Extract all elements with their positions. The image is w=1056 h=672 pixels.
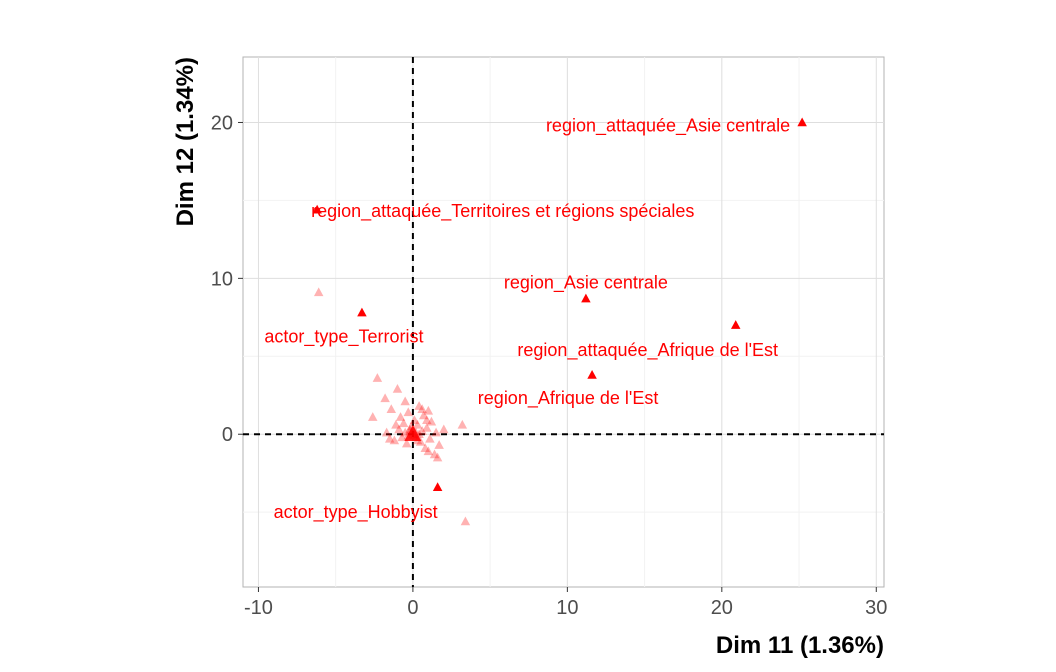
- point-marker: [426, 416, 437, 426]
- point-marker: [389, 435, 400, 445]
- point-marker: [367, 412, 378, 421]
- x-tick-label: -10: [244, 597, 273, 619]
- points: [312, 117, 807, 526]
- point-marker: [397, 432, 407, 442]
- y-axis-title: Dim 12 (1.34%): [172, 57, 199, 226]
- point-marker: [420, 443, 431, 453]
- labeled-point-marker: [357, 307, 367, 317]
- point-marker: [460, 516, 471, 526]
- x-tick-label: 0: [407, 597, 418, 619]
- point-marker: [398, 418, 409, 428]
- point-marker: [414, 401, 424, 410]
- point-marker-origin-cluster: [404, 425, 422, 441]
- point-marker: [400, 396, 410, 406]
- y-tick-label: 0: [222, 424, 233, 446]
- x-tick-label: 10: [556, 597, 578, 619]
- y-tick-label: 10: [211, 268, 233, 290]
- point-marker: [395, 412, 406, 421]
- point-marker: [372, 373, 383, 382]
- point-label: region_attaquée_Territoires et régions s…: [311, 201, 694, 222]
- point-marker: [400, 427, 410, 437]
- point-marker: [403, 407, 414, 417]
- x-tick-label: 20: [711, 597, 733, 619]
- point-label: region_Afrique de l'Est: [478, 388, 659, 409]
- point-marker: [381, 427, 392, 437]
- point-marker: [434, 440, 444, 449]
- point-marker: [423, 446, 434, 456]
- point-marker: [423, 405, 434, 415]
- point-label: actor_type_Hobbyist: [274, 502, 438, 523]
- point-marker: [394, 424, 404, 434]
- labeled-point-marker: [312, 204, 322, 214]
- plot-panel: [242, 56, 885, 588]
- point-label: region_attaquée_Asie centrale: [546, 115, 790, 136]
- x-axis-title: Dim 11 (1.36%): [716, 632, 884, 659]
- x-axis-ticks: -10 0 10 20 30: [244, 587, 887, 619]
- point-marker: [392, 384, 403, 393]
- point-marker: [401, 438, 412, 448]
- point-marker: [425, 433, 435, 443]
- point-marker: [415, 437, 426, 446]
- point-marker: [313, 287, 324, 297]
- point-marker: [391, 419, 401, 429]
- point-marker: [431, 427, 441, 437]
- point-marker: [417, 426, 427, 435]
- point-marker: [422, 415, 432, 424]
- reference-lines: [243, 57, 884, 587]
- point-label: region_Asie centrale: [504, 273, 668, 294]
- labeled-point-marker: [730, 320, 741, 329]
- labeled-point-marker: [587, 370, 597, 379]
- point-marker: [432, 452, 443, 462]
- point-label: actor_type_Terrorist: [264, 327, 423, 348]
- point-marker: [417, 404, 427, 414]
- labeled-point-marker: [797, 117, 807, 127]
- point-marker: [422, 423, 432, 432]
- point-marker: [457, 419, 468, 429]
- point-marker: [384, 433, 395, 443]
- point-marker: [386, 404, 397, 414]
- point-marker: [412, 419, 423, 429]
- point-marker: [418, 410, 429, 420]
- y-axis-ticks: 0 10 20: [211, 112, 243, 446]
- labeled-point-marker: [581, 293, 591, 303]
- point-marker: [439, 424, 449, 434]
- labeled-point-marker: [432, 482, 443, 491]
- point-labels: region_attaquée_Asie centrale region_atta…: [264, 115, 790, 523]
- point-marker: [409, 415, 420, 424]
- y-tick-label: 20: [211, 112, 233, 134]
- point-marker: [429, 449, 440, 459]
- point-marker: [380, 393, 390, 403]
- point-label: region_attaquée_Afrique de l'Est: [517, 340, 778, 361]
- x-tick-label: 30: [865, 597, 887, 619]
